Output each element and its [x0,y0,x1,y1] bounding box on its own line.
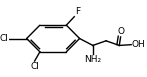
Text: OH: OH [132,40,146,49]
Text: F: F [75,7,80,16]
Text: Cl: Cl [30,62,39,71]
Text: Cl: Cl [0,34,9,43]
Text: NH₂: NH₂ [84,55,101,64]
Text: O: O [117,27,124,36]
